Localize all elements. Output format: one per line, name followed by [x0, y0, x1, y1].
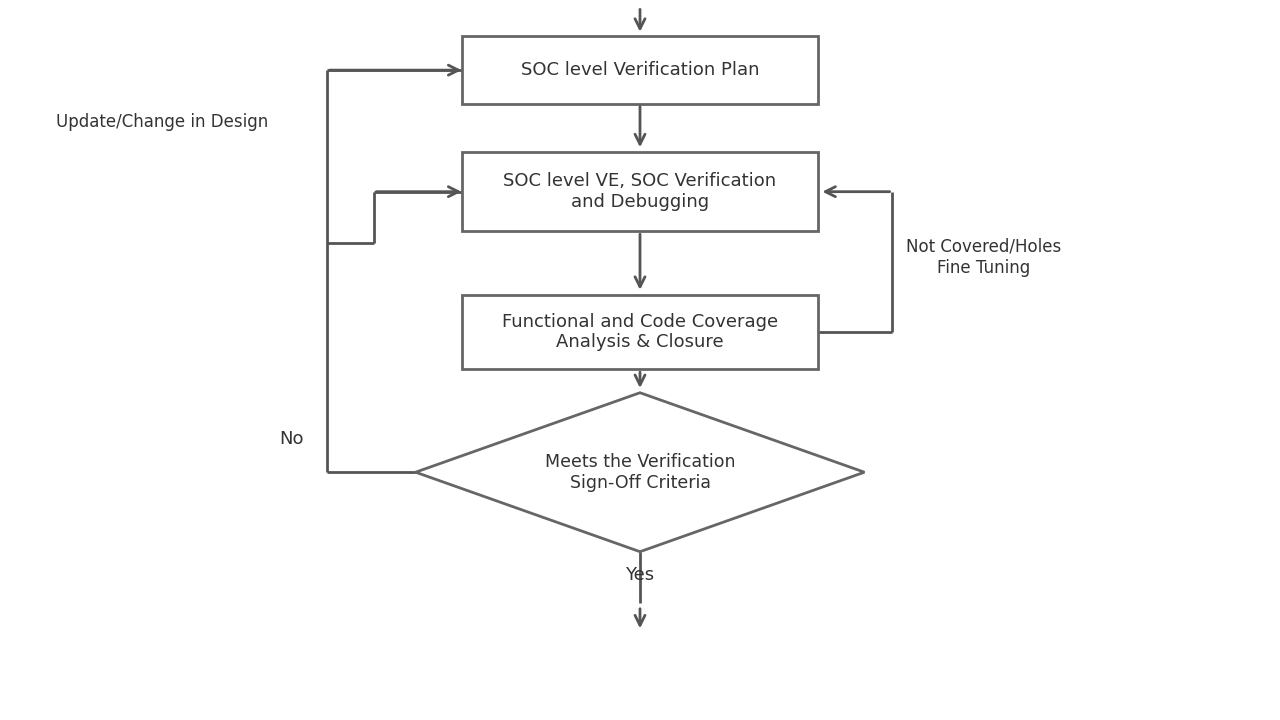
Text: Update/Change in Design: Update/Change in Design: [55, 112, 268, 130]
Polygon shape: [416, 392, 864, 552]
Text: No: No: [279, 431, 303, 449]
FancyBboxPatch shape: [462, 152, 818, 231]
FancyBboxPatch shape: [462, 37, 818, 104]
Text: Meets the Verification
Sign-Off Criteria: Meets the Verification Sign-Off Criteria: [545, 453, 735, 492]
Text: SOC level Verification Plan: SOC level Verification Plan: [521, 61, 759, 79]
Text: Functional and Code Coverage
Analysis & Closure: Functional and Code Coverage Analysis & …: [502, 312, 778, 351]
Text: Not Covered/Holes
Fine Tuning: Not Covered/Holes Fine Tuning: [906, 238, 1061, 276]
Text: Yes: Yes: [626, 567, 654, 585]
FancyBboxPatch shape: [462, 294, 818, 369]
Text: SOC level VE, SOC Verification
and Debugging: SOC level VE, SOC Verification and Debug…: [503, 172, 777, 211]
